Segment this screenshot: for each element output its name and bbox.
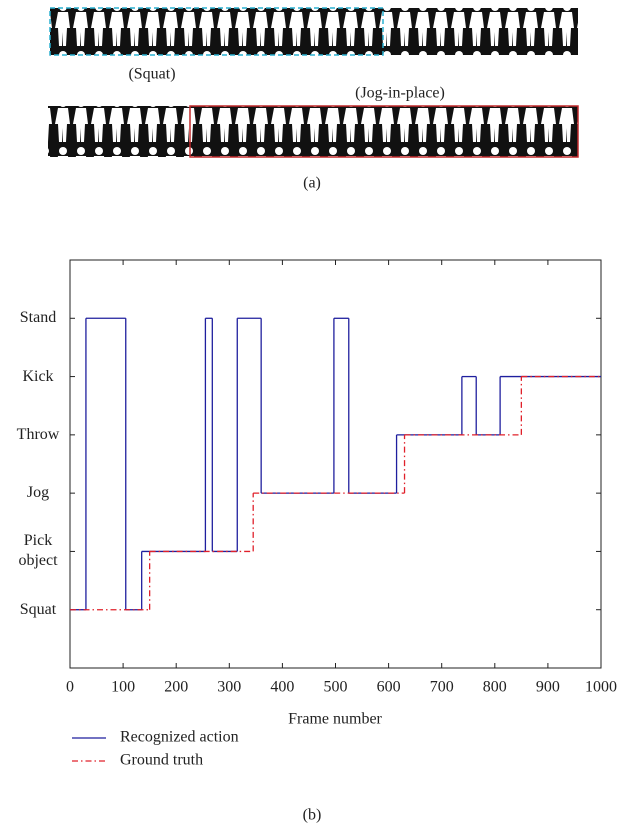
y-tick-label: Stand [19,309,57,327]
x-tick-label: 1000 [585,679,617,696]
x-tick-label: 0 [66,679,74,696]
x-tick-label: 900 [536,679,560,696]
caption: (b) [303,807,322,824]
y-tick-label: Jog [26,484,50,502]
strip-label: (Squat) [128,66,175,83]
y-tick-label: Throw [16,425,60,443]
x-tick-label: 600 [377,679,401,696]
x-axis-label: Frame number [288,711,382,728]
squat-box [49,7,384,56]
silhouette-strip [50,8,578,55]
x-tick-label: 100 [111,679,135,696]
y-tick-label: Kick [22,367,54,385]
strip-label: (Jog-in-place) [355,85,445,102]
x-tick-label: 800 [483,679,507,696]
y-tick-label: Squat [19,600,57,618]
y-tick-label: Pick object [18,532,58,570]
x-tick-label: 700 [430,679,454,696]
x-tick-label: 200 [164,679,188,696]
jog-box [189,105,579,158]
x-tick-label: 300 [217,679,241,696]
legend-label: Recognized action [120,729,239,746]
x-tick-label: 400 [270,679,294,696]
x-tick-label: 500 [324,679,348,696]
silhouette-strip [48,106,578,157]
legend-label: Ground truth [120,752,203,769]
caption: (a) [303,175,321,192]
